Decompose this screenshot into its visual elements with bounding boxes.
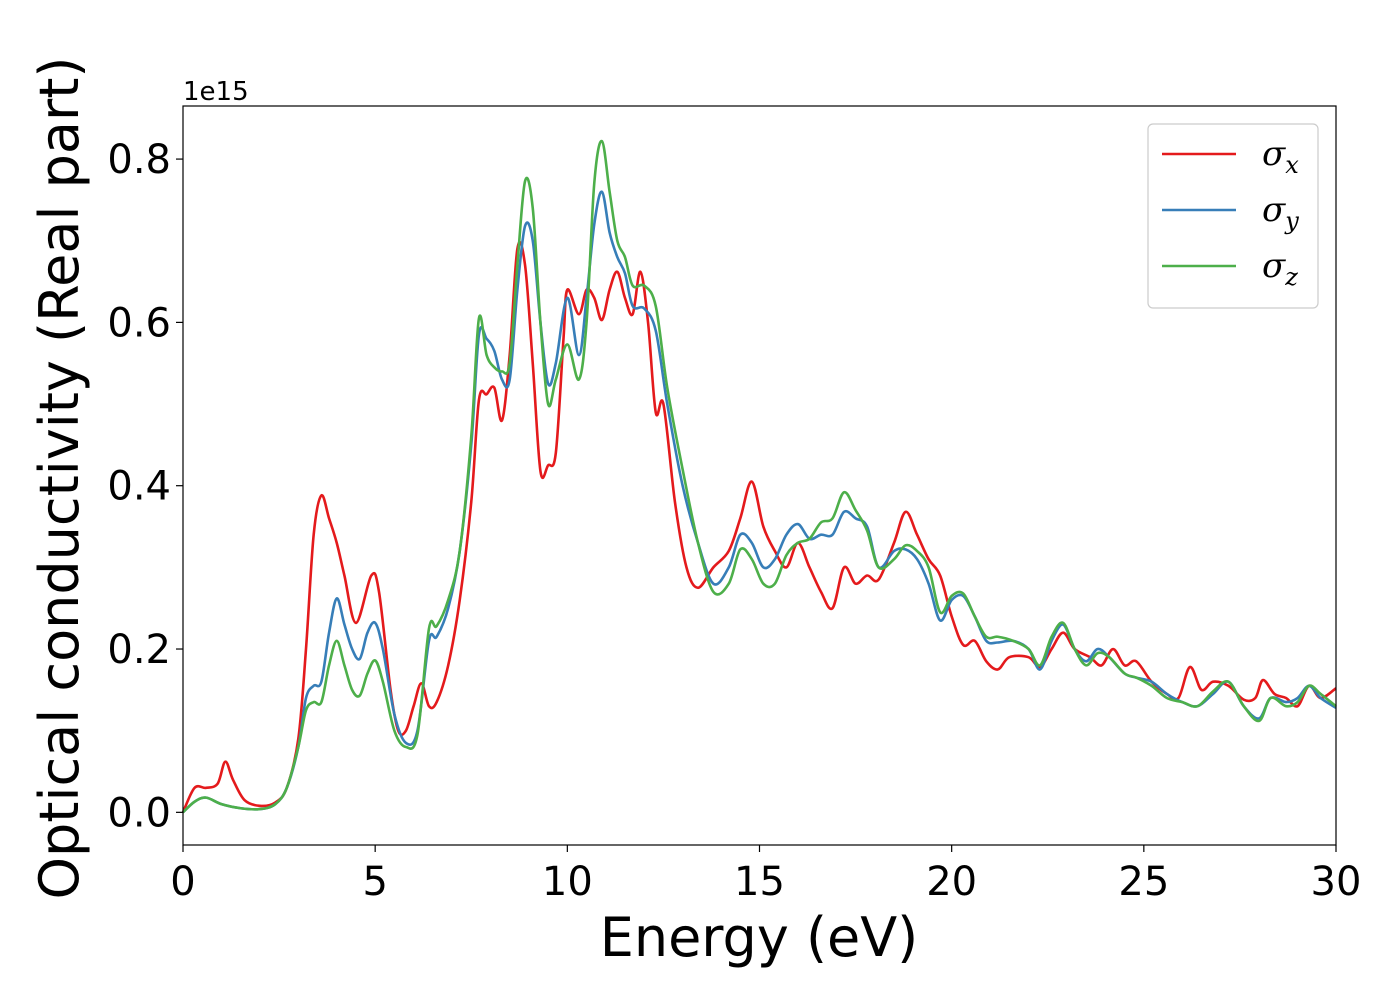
x-tick-label: 5 [362,859,387,905]
x-axis-label: Energy (eV) [600,906,919,969]
y-axis-offset-label: 1e15 [183,77,249,107]
x-axis-ticks: 0 5 10 15 20 25 30 [170,845,1361,905]
y-axis-ticks: 0.0 0.2 0.4 0.6 0.8 [107,137,183,836]
y-tick-label: 0.4 [107,464,171,510]
series-line-sigma-y [182,190,1337,814]
x-tick-label: 10 [542,859,593,905]
legend-label-sigma-x: σx [1262,134,1299,179]
x-tick-label: 25 [1118,859,1169,905]
y-tick-label: 0.2 [107,627,171,673]
series-line-sigma-z [182,139,1337,814]
y-axis-label: Optical conductivity (Real part) [28,57,91,900]
legend-label-sigma-y: σy [1262,190,1299,235]
series-line-sigma-x [181,241,1337,813]
x-tick-label: 30 [1311,859,1362,905]
y-tick-label: 0.0 [107,790,171,836]
x-tick-label: 20 [926,859,977,905]
y-tick-label: 0.8 [107,137,171,183]
y-tick-label: 0.6 [107,300,171,346]
legend-box [1147,123,1319,309]
x-tick-label: 0 [170,859,195,905]
x-tick-label: 15 [734,859,785,905]
series-lines [181,139,1337,814]
